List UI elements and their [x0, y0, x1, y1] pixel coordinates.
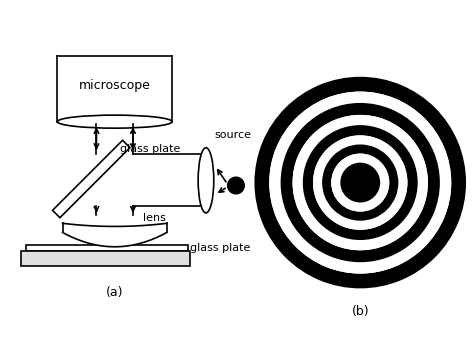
Wedge shape: [303, 125, 418, 240]
Wedge shape: [322, 145, 398, 221]
Text: glass plate: glass plate: [191, 243, 251, 253]
Wedge shape: [255, 77, 466, 289]
Wedge shape: [313, 135, 408, 230]
Wedge shape: [281, 103, 440, 262]
Text: glass plate: glass plate: [120, 144, 180, 154]
Polygon shape: [53, 140, 130, 218]
Text: lens: lens: [144, 213, 166, 223]
Circle shape: [228, 177, 244, 194]
Text: source: source: [215, 130, 252, 140]
Text: (b): (b): [351, 305, 369, 318]
Wedge shape: [340, 163, 380, 203]
Bar: [21, 251, 191, 266]
Wedge shape: [292, 115, 428, 250]
Circle shape: [255, 77, 466, 289]
Wedge shape: [331, 154, 389, 212]
Text: microscope: microscope: [79, 79, 151, 92]
Wedge shape: [269, 92, 451, 274]
Bar: [26, 245, 188, 251]
PathPatch shape: [63, 223, 167, 247]
Text: (a): (a): [106, 286, 123, 299]
